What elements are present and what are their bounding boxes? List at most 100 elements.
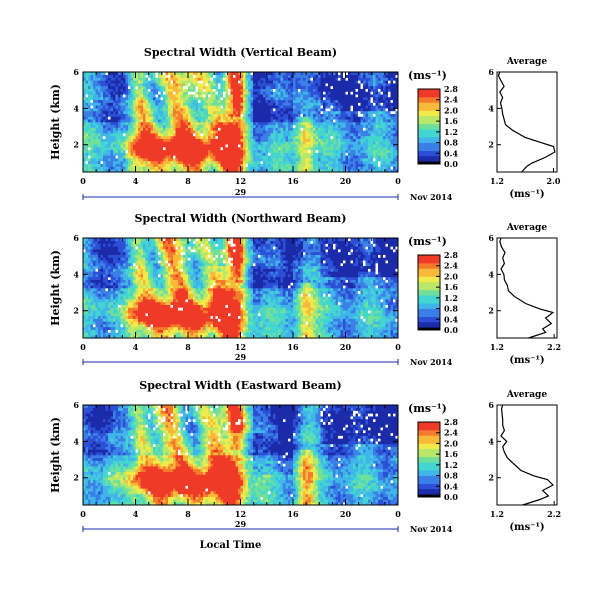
- date-label: Nov 2014: [410, 524, 453, 534]
- profile-x-tick-label: 1.2: [490, 176, 504, 186]
- profile-y-tick-label: 4: [488, 436, 494, 446]
- colorbar-swatch: [418, 126, 440, 130]
- colorbar-swatch: [418, 284, 440, 288]
- y-tick-label: 6: [73, 67, 79, 77]
- y-tick-label: 6: [73, 233, 79, 243]
- x-tick-label: 8: [185, 509, 191, 519]
- colorbar-tick-label: 2.8: [444, 84, 458, 94]
- colorbar-swatch: [418, 137, 440, 141]
- colorbar-tick-label: 2.4: [444, 95, 458, 105]
- colorbar-swatch: [418, 99, 440, 103]
- date-marker: 29: [235, 352, 247, 362]
- colorbar-swatch: [418, 161, 440, 165]
- profile-y-tick-label: 4: [488, 269, 494, 279]
- colorbar-tick-label: 1.6: [444, 282, 458, 292]
- colorbar-swatch: [418, 448, 440, 452]
- colorbar-swatch: [418, 153, 440, 157]
- date-label: Nov 2014: [410, 357, 453, 367]
- colorbar-swatch: [418, 432, 440, 436]
- colorbar-swatch: [418, 155, 440, 159]
- colorbar-swatch: [418, 422, 440, 425]
- colorbar-swatch: [418, 486, 440, 490]
- colorbar-swatch: [418, 440, 440, 444]
- colorbar-tick-label: 0.0: [444, 159, 458, 169]
- colorbar-swatch: [418, 480, 440, 484]
- colorbar-swatch: [418, 289, 440, 293]
- y-tick-label: 2: [73, 140, 79, 150]
- profile-x-tick-label: 1.2: [490, 342, 504, 352]
- colorbar-swatch: [418, 113, 440, 117]
- colorbar-swatch: [418, 91, 440, 95]
- colorbar-swatch: [418, 443, 440, 447]
- colorbar-swatch: [418, 105, 440, 109]
- average-profile: Average 2 4 6 1.2 2.2(ms⁻¹): [488, 223, 561, 366]
- panel-title: Spectral Width (Vertical Beam): [144, 46, 337, 59]
- colorbar: 0.00.40.81.21.62.02.42.8: [417, 84, 458, 169]
- colorbar-tick-label: 1.2: [444, 460, 458, 470]
- colorbar-swatch: [418, 147, 440, 151]
- colorbar-swatch: [418, 305, 440, 309]
- y-tick-label: 4: [73, 269, 79, 279]
- colorbar-swatch: [418, 145, 440, 149]
- colorbar-tick-label: 0.4: [444, 148, 458, 158]
- x-tick-label: 12: [235, 509, 246, 519]
- x-tick-label: 16: [287, 342, 299, 352]
- colorbar-swatch: [418, 94, 440, 98]
- colorbar-swatch: [418, 316, 440, 320]
- colorbar: 0.00.40.81.21.62.02.42.8: [417, 417, 458, 502]
- colorbar-swatch: [418, 464, 440, 468]
- colorbar-swatch: [418, 311, 440, 315]
- colorbar-tick-label: 1.2: [444, 293, 458, 303]
- profile-y-tick-label: 2: [488, 306, 494, 316]
- colorbar-swatch: [418, 123, 440, 127]
- colorbar-frame: [417, 254, 441, 331]
- colorbar-swatch: [418, 327, 440, 331]
- colorbar-swatch: [418, 150, 440, 154]
- colorbar-swatch: [418, 456, 440, 460]
- profile-x-tick-label: 1.2: [490, 509, 504, 519]
- colorbar-label: (ms⁻¹): [408, 235, 447, 248]
- x-tick-label: 0: [80, 176, 86, 186]
- colorbar-swatch: [418, 475, 440, 479]
- x-tick-label: 0: [80, 342, 86, 352]
- colorbar-swatch: [418, 427, 440, 431]
- colorbar-tick-label: 1.6: [444, 449, 458, 459]
- colorbar-swatch: [418, 478, 440, 482]
- colorbar-swatch: [418, 295, 440, 299]
- date-marker: 29: [235, 519, 247, 529]
- colorbar-swatch: [418, 462, 440, 466]
- x-tick-label: 0: [395, 509, 401, 519]
- colorbar-swatch: [418, 271, 440, 275]
- colorbar-swatch: [418, 494, 440, 498]
- colorbar-swatch: [418, 118, 440, 122]
- colorbar-swatch: [418, 459, 440, 463]
- y-tick-label: 6: [73, 400, 79, 410]
- colorbar-swatch: [418, 297, 440, 301]
- panel-title: Spectral Width (Eastward Beam): [139, 379, 341, 392]
- x-tick-label: 8: [185, 342, 191, 352]
- colorbar-swatch: [418, 129, 440, 133]
- y-axis-label: Height (km): [49, 417, 62, 493]
- y-axis-label: Height (km): [49, 250, 62, 326]
- colorbar-tick-label: 0.0: [444, 492, 458, 502]
- colorbar-tick-label: 0.0: [444, 325, 458, 335]
- x-tick-label: 8: [185, 176, 191, 186]
- profile-y-tick-label: 6: [488, 67, 494, 77]
- colorbar-swatch: [418, 139, 440, 143]
- colorbar-swatch: [418, 131, 440, 135]
- colorbar-tick-label: 2.4: [444, 261, 458, 271]
- profile-frame: [496, 404, 558, 506]
- colorbar-swatch: [418, 279, 440, 283]
- x-tick-label: 4: [133, 342, 139, 352]
- heatmap-panel-1: Spectral Width (Vertical Beam) Height (km…: [49, 46, 561, 202]
- x-tick-label: 0: [395, 176, 401, 186]
- profile-title: Average: [506, 390, 547, 400]
- colorbar-swatch: [418, 268, 440, 272]
- profile-line: [497, 71, 556, 173]
- y-tick-label: 2: [73, 473, 79, 483]
- x-tick-label: 0: [80, 509, 86, 519]
- profile-y-tick-label: 2: [488, 140, 494, 150]
- colorbar-label: (ms⁻¹): [408, 402, 447, 415]
- colorbar-swatch: [418, 107, 440, 111]
